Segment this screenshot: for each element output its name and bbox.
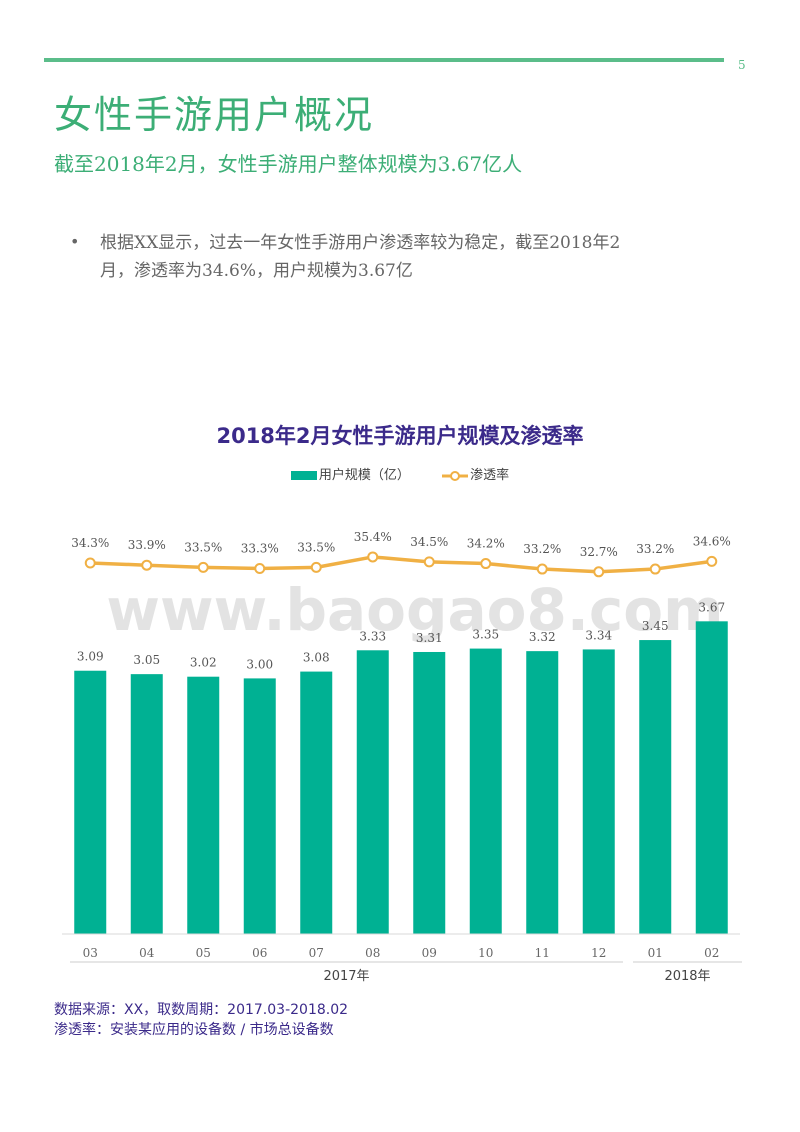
tick-label-02: 02 [704, 946, 719, 960]
legend-swatch-line [442, 470, 469, 481]
year-group-label-2018: 2018年 [664, 969, 710, 984]
chart-legend: 用户规模（亿） 渗透率 [0, 464, 800, 483]
rate-point-03 [84, 557, 96, 569]
tick-label-10: 10 [478, 946, 493, 960]
rate-point-07 [310, 561, 322, 573]
tick-label-03: 03 [83, 946, 98, 960]
rate-label-04: 33.9% [128, 538, 166, 552]
tick-label-09: 09 [422, 946, 437, 960]
rate-label-10: 34.2% [467, 537, 505, 551]
legend-label-users: 用户规模（亿） [318, 468, 410, 483]
tick-label-01: 01 [648, 946, 663, 960]
rate-label-01: 33.2% [636, 542, 674, 556]
bar-label-03: 3.09 [77, 650, 104, 664]
bar-07 [300, 671, 333, 934]
rate-point-06 [254, 563, 266, 574]
bar-04 [130, 674, 163, 934]
bar-10 [469, 648, 502, 934]
bar-03 [74, 670, 107, 934]
rate-label-12: 32.7% [580, 545, 618, 559]
legend-item-users: 用户规模（亿） [290, 464, 410, 483]
tick-label-06: 06 [252, 946, 267, 960]
year-group-label-2017: 2017年 [323, 969, 369, 984]
rate-point-04 [141, 559, 153, 571]
rate-label-05: 33.5% [184, 540, 222, 554]
rate-point-12 [593, 566, 605, 578]
rate-label-09: 34.5% [410, 535, 448, 549]
tick-label-08: 08 [365, 946, 380, 960]
rate-label-08: 35.4% [354, 530, 392, 544]
page-title: 女性手游用户概况 [54, 93, 375, 137]
bullet-text: 根据XX显示，过去一年女性手游用户渗透率较为稳定，截至2018年2月，渗透率为3… [100, 233, 621, 281]
bar-11 [526, 651, 559, 934]
rate-point-01 [649, 563, 661, 575]
tick-label-07: 07 [309, 946, 324, 960]
page-number: 5 [738, 58, 746, 72]
rate-point-08 [367, 551, 379, 563]
rate-line [90, 555, 712, 574]
bar-06 [243, 678, 276, 934]
rate-label-02: 34.6% [693, 534, 731, 548]
bar-09 [413, 651, 446, 934]
chart-title: 2018年2月女性手游用户规模及渗透率 [216, 424, 584, 448]
rate-point-10 [480, 558, 492, 570]
bar-label-12: 3.34 [585, 628, 612, 642]
source-note: 数据来源：XX，取数周期：2017.03-2018.02 [54, 1002, 349, 1018]
bar-01 [639, 640, 672, 934]
bar-label-08: 3.33 [359, 629, 386, 643]
legend-label-rate: 渗透率 [470, 468, 510, 483]
bar-label-09: 3.31 [416, 631, 443, 645]
bar-label-01: 3.45 [642, 619, 669, 633]
rate-point-02 [706, 555, 718, 567]
bar-label-06: 3.00 [246, 657, 273, 671]
definition-note: 渗透率：安装某应用的设备数 / 市场总设备数 [54, 1022, 334, 1038]
tick-label-05: 05 [196, 946, 211, 960]
legend-swatch-bar [290, 471, 317, 480]
watermark: www.baogao8.com [106, 576, 723, 644]
bar-label-02: 3.67 [698, 600, 725, 614]
legend-item-rate: 渗透率 [442, 464, 509, 483]
bar-label-07: 3.08 [303, 651, 330, 665]
bar-label-11: 3.32 [529, 630, 556, 644]
bar-08 [356, 650, 389, 934]
rate-point-11 [536, 563, 548, 575]
bar-label-04: 3.05 [133, 653, 160, 667]
bar-12 [582, 649, 615, 934]
bar-label-05: 3.02 [190, 656, 217, 670]
rate-point-05 [197, 561, 209, 573]
tick-label-04: 04 [139, 946, 155, 960]
rate-label-03: 34.3% [71, 536, 109, 550]
rate-label-07: 33.5% [297, 540, 335, 554]
top-rule [44, 58, 724, 62]
rate-point-09 [423, 556, 435, 568]
rate-label-11: 33.2% [523, 542, 561, 556]
rate-label-06: 33.3% [241, 542, 279, 556]
bar-label-10: 3.35 [472, 628, 499, 642]
tick-label-12: 12 [591, 946, 606, 960]
bar-05 [187, 676, 220, 934]
tick-label-11: 11 [535, 946, 550, 960]
bullet-marker: • [70, 232, 80, 251]
bar-02 [695, 621, 728, 934]
page-subtitle: 截至2018年2月，女性手游用户整体规模为3.67亿人 [54, 152, 523, 176]
